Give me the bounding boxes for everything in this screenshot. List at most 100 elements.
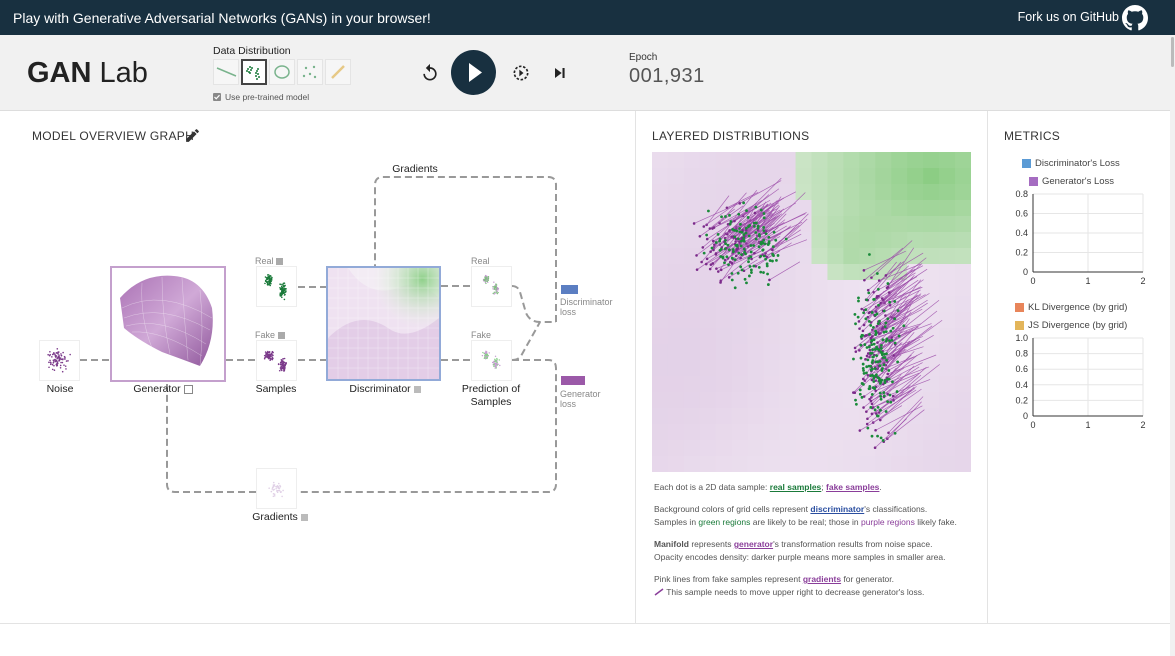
grid-cell	[779, 280, 797, 297]
grid-cell	[747, 424, 765, 441]
real-sample-dot	[720, 215, 723, 219]
grid-cell	[731, 296, 749, 313]
real-sample-dot	[740, 239, 743, 243]
edit-icon[interactable]	[184, 127, 201, 144]
grid-cell	[811, 200, 828, 217]
fork-github-link[interactable]: Fork us on GitHub	[1017, 10, 1119, 24]
grid-cell	[827, 264, 844, 281]
fake-sample-dot	[708, 267, 712, 271]
sample-dot	[52, 353, 55, 355]
real-sample-dot	[727, 248, 731, 252]
grid-cell	[779, 312, 797, 329]
sample-dot	[270, 275, 272, 277]
real-sample-dot	[743, 250, 746, 254]
gradient-line	[869, 368, 901, 389]
x-tick-label: 0	[1030, 276, 1035, 286]
sample-dot	[56, 360, 58, 363]
real-samples-link[interactable]: real samples	[769, 482, 822, 492]
real-sample-dot	[860, 395, 864, 399]
grid-cell	[779, 424, 797, 441]
gradient-line	[876, 349, 907, 370]
gradients-node[interactable]	[256, 468, 297, 509]
real-sample-dot	[888, 393, 892, 397]
fake-sample-dot	[733, 219, 736, 223]
real-checkbox-icon[interactable]	[276, 258, 284, 266]
grid-cell	[939, 280, 956, 297]
real-sample-dot	[883, 381, 887, 385]
gradient-line	[769, 261, 801, 281]
grid-cell	[667, 168, 685, 185]
tagline: Play with Generative Adversarial Network…	[13, 10, 431, 26]
fake-samples-link[interactable]: fake samples	[826, 482, 880, 492]
generator-link[interactable]: generator	[733, 539, 774, 549]
real-sample-dot	[853, 313, 857, 316]
checkbox-icon[interactable]	[213, 93, 221, 101]
sample-dot	[52, 359, 55, 362]
real-sample-dot	[736, 237, 740, 241]
grid-cell	[683, 344, 701, 361]
github-icon[interactable]	[1122, 5, 1148, 31]
fake-sample-dot	[869, 399, 873, 403]
real-sample-dot	[868, 332, 871, 336]
sample-dot	[265, 277, 268, 279]
gradients-checkbox-icon[interactable]	[300, 513, 308, 521]
real-samples-node[interactable]	[256, 266, 297, 307]
play-button[interactable]	[451, 50, 496, 95]
layered-distributions-plot[interactable]	[652, 152, 971, 472]
fake-checkbox-icon[interactable]	[277, 332, 285, 340]
real-sample-dot	[875, 414, 879, 418]
sample-dot	[268, 276, 271, 279]
scrollbar[interactable]	[1170, 35, 1175, 656]
real-sample-dot	[739, 222, 742, 226]
real-sample-dot	[854, 322, 857, 326]
sample-dot	[284, 366, 286, 368]
grid-cell	[811, 216, 828, 233]
step-icon[interactable]	[550, 63, 570, 83]
gradient-line	[882, 299, 928, 329]
slow-motion-icon[interactable]	[511, 63, 531, 83]
fake-samples-node[interactable]	[256, 340, 297, 381]
real-sample-dot	[861, 362, 865, 366]
grid-cell	[715, 440, 733, 457]
grid-cell	[859, 456, 876, 472]
real-sample-dot	[880, 347, 883, 350]
grid-cell	[715, 392, 733, 409]
sample-dot	[499, 364, 501, 367]
noise-node[interactable]	[39, 340, 80, 381]
generator-expand-checkbox[interactable]	[183, 384, 193, 394]
real-sample-dot	[742, 238, 746, 242]
grid-cell	[827, 456, 844, 472]
prediction-fake-node[interactable]	[471, 340, 512, 381]
gradients-link[interactable]: gradients	[802, 574, 842, 584]
fake-sample-dot	[870, 378, 874, 382]
reset-icon[interactable]	[420, 63, 440, 83]
gradient-line	[863, 250, 906, 271]
distribution-scattered-option[interactable]	[297, 59, 323, 85]
grid-cell	[923, 152, 940, 169]
grid-cell	[779, 184, 797, 201]
grid-cell	[763, 152, 781, 169]
gradient-line	[867, 388, 916, 425]
grid-cell	[667, 264, 685, 281]
distribution-two-clusters-option[interactable]	[241, 59, 267, 85]
fake-sample-dot	[734, 254, 738, 258]
real-sample-dot	[867, 291, 871, 295]
real-sample-dot	[865, 371, 868, 375]
grid-cell	[955, 168, 971, 185]
discriminator-link[interactable]: discriminator	[810, 504, 865, 514]
gradient-line	[885, 294, 926, 316]
real-sample-dot	[854, 402, 858, 406]
discriminator-checkbox-icon[interactable]	[413, 385, 421, 393]
real-sample-dot	[756, 224, 760, 228]
prediction-real-node[interactable]	[471, 266, 512, 307]
pretrained-checkbox[interactable]: Use pre-trained model	[213, 92, 309, 102]
fake-sample-dot	[711, 239, 715, 243]
grid-cell	[747, 456, 765, 472]
distribution-line-option[interactable]	[213, 59, 239, 85]
discriminator-node[interactable]	[326, 266, 441, 381]
distribution-disjoint-option[interactable]	[325, 59, 351, 85]
real-sample-dot	[880, 353, 884, 357]
grid-cell	[939, 296, 956, 313]
generator-node[interactable]	[110, 266, 226, 382]
distribution-ring-option[interactable]	[269, 59, 295, 85]
